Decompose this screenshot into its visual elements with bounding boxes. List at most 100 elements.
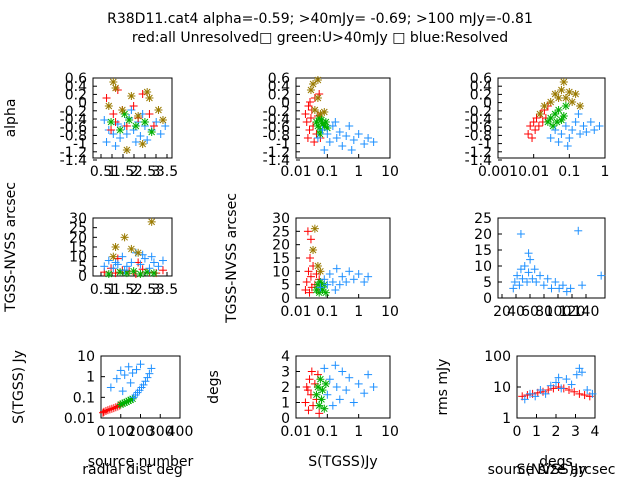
x-tick-label: 10 xyxy=(381,304,399,320)
x-tick-label: 60 xyxy=(521,304,539,320)
y-tick-label: 0.2 xyxy=(268,87,290,103)
y-axis-label: alpha xyxy=(3,99,19,138)
data-point-red xyxy=(303,134,312,142)
x-tick-label: 0.001 xyxy=(478,164,518,180)
data-point-red xyxy=(305,375,314,384)
y-tick-label: -0.6 xyxy=(263,120,290,136)
y-tick-label: 1 xyxy=(502,411,511,427)
data-point-green xyxy=(554,106,563,114)
data-point-blue xyxy=(563,142,572,150)
data-point-blue xyxy=(332,383,341,391)
x-tick-label: 120 xyxy=(559,304,586,320)
data-point-olive xyxy=(309,246,318,254)
data-point-blue xyxy=(122,262,131,271)
y-tick-label: 0.4 xyxy=(65,79,87,95)
x-tick-label: 10 xyxy=(381,424,399,440)
panel-p1: 0.511.522.533.5 0.60.40.20-0.2-0.4-0.6-0.… xyxy=(3,71,178,180)
marker-stroke xyxy=(317,267,324,275)
figure-title-line1: R38D11.cat4 alpha=-0.59; >40mJy= -0.69; … xyxy=(107,11,533,27)
marker-stroke xyxy=(134,249,142,257)
y-tick-label: -1.2 xyxy=(60,145,87,161)
data-point-olive xyxy=(309,80,318,88)
x-axis-label: source number xyxy=(88,454,194,470)
data-point-blue xyxy=(313,134,322,142)
data-point-red xyxy=(107,126,116,134)
x-tick-label: 2 xyxy=(552,424,561,440)
data-point-blue xyxy=(546,381,555,390)
marker-stroke xyxy=(565,88,573,96)
x-tick-label: 80 xyxy=(535,304,553,320)
data-point-blue xyxy=(100,116,109,124)
marker-stroke xyxy=(318,396,325,403)
x-tick-label: 0 xyxy=(97,424,106,440)
data-point-green xyxy=(321,379,330,388)
data-point-red xyxy=(526,122,535,130)
data-point-blue xyxy=(342,132,351,140)
data-point-olive xyxy=(147,217,156,226)
y-tick-label: 100 xyxy=(484,349,511,365)
x-tick-label: 0.5 xyxy=(90,164,112,180)
data-point-green xyxy=(318,386,327,395)
data-point-blue xyxy=(345,373,354,382)
y-tick-label: 15 xyxy=(69,240,87,256)
y-tick-label: 0.2 xyxy=(470,87,492,103)
marker-stroke xyxy=(150,269,158,277)
marker-stroke xyxy=(107,118,115,126)
data-point-blue xyxy=(109,130,118,138)
data-point-blue xyxy=(320,364,329,373)
data-point-green xyxy=(316,375,325,384)
data-point-olive xyxy=(310,224,319,233)
data-point-red xyxy=(310,138,319,146)
figure-title-line2: red:all Unresolved□ green:U>40mJy □ blue… xyxy=(132,30,508,46)
data-point-blue xyxy=(145,369,154,378)
data-point-blue xyxy=(345,267,354,276)
y-tick-label: 10 xyxy=(493,380,511,396)
panel-p2: 0.01 0.1 1 10 0.60.40.20-0.2-0.4-0.6-0.8-1-1… xyxy=(263,71,399,180)
y-tick-label: 0 xyxy=(78,96,87,112)
data-point-blue xyxy=(331,118,340,126)
data-point-blue xyxy=(531,392,540,401)
plot-frame xyxy=(92,217,173,277)
marker-stroke xyxy=(318,116,325,124)
y-tick-label: -1.4 xyxy=(60,153,87,169)
x-tick-label: 100 xyxy=(545,304,572,320)
y-tick-label: 0.6 xyxy=(65,71,87,87)
data-point-blue xyxy=(147,252,156,261)
x-axis-label: S(NVSS)Jy xyxy=(516,462,586,478)
data-point-red xyxy=(306,98,315,106)
data-point-blue xyxy=(516,230,525,238)
marker-stroke xyxy=(118,106,126,114)
data-point-red xyxy=(109,110,118,118)
y-tick-label: 3 xyxy=(281,365,290,381)
y-tick-label: 4 xyxy=(281,349,290,365)
data-point-red xyxy=(575,389,584,398)
y-tick-label: 5 xyxy=(483,275,492,291)
y-tick-label: 5 xyxy=(281,278,290,294)
y-tick-label: 10 xyxy=(69,250,87,266)
data-point-olive xyxy=(306,86,315,94)
x-axis-label: radial dist deg xyxy=(82,462,182,478)
y-tick-label: -1.2 xyxy=(465,145,492,161)
marker-stroke xyxy=(105,102,113,110)
data-point-blue xyxy=(325,138,334,146)
data-point-red xyxy=(315,409,324,418)
data-point-red xyxy=(158,266,167,275)
data-point-red xyxy=(101,406,110,415)
data-point-green xyxy=(321,288,330,297)
data-point-olive xyxy=(111,84,120,92)
data-point-blue xyxy=(122,130,131,138)
data-point-blue xyxy=(567,380,576,389)
x-tick-label: 1 xyxy=(601,164,610,180)
data-point-blue xyxy=(139,380,148,389)
data-point-blue xyxy=(515,281,524,290)
data-point-red xyxy=(580,391,589,400)
marker-stroke xyxy=(562,102,570,110)
marker-stroke xyxy=(544,118,552,126)
x-tick-label: 20 xyxy=(493,304,511,320)
data-point-blue xyxy=(338,272,347,281)
data-point-red xyxy=(306,254,315,262)
data-point-red xyxy=(103,406,112,415)
x-axis-label: degs xyxy=(539,454,573,470)
data-point-blue xyxy=(574,226,583,235)
